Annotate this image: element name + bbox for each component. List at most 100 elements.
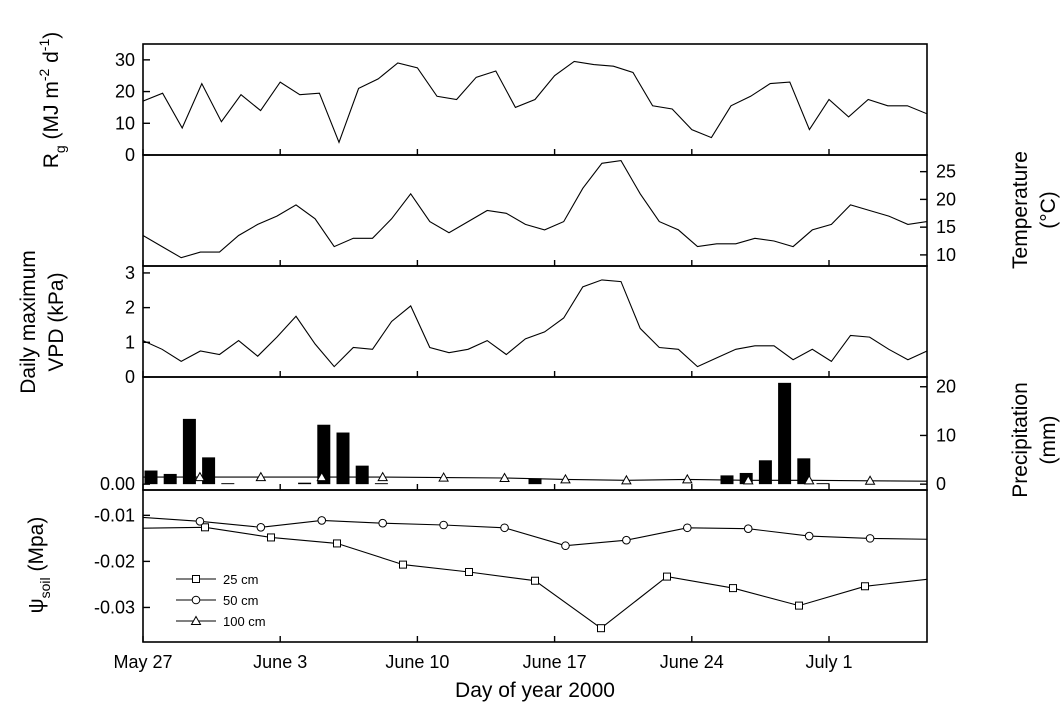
circle-marker	[743, 524, 753, 533]
bar	[758, 460, 772, 485]
y-tick-label: -0.03	[94, 597, 135, 617]
series-line	[143, 279, 927, 368]
square-marker	[465, 567, 473, 576]
panel-frame	[142, 265, 928, 378]
triangle-marker	[621, 474, 632, 485]
legend: 25 cm 50 cm 100 cm	[176, 572, 266, 629]
bar	[221, 483, 235, 485]
y-tick-label: 0	[936, 474, 946, 494]
axis-labels: Rg (MJ m-2 d-1) Temperature (°C) Daily maxi…	[17, 32, 1060, 614]
y-tick-label: 3	[125, 263, 135, 283]
circle-marker	[317, 516, 327, 525]
series-triangle	[143, 471, 927, 485]
panel-frame	[142, 489, 928, 643]
circle-marker	[561, 541, 570, 551]
square-marker	[201, 523, 209, 532]
triangle-marker	[560, 473, 571, 484]
legend-item: 100 cm	[176, 614, 266, 629]
y-tick-label: 30	[115, 50, 135, 70]
bar	[970, 469, 983, 485]
y-tick-label: 0	[125, 145, 135, 165]
series-line	[143, 160, 927, 259]
y-tick-label: 15	[936, 217, 956, 237]
x-tick-label: May 27	[113, 652, 172, 672]
legend-label: 100 cm	[223, 614, 266, 629]
y-label-precipitation-unit: (mm)	[1037, 416, 1060, 465]
bar	[317, 424, 331, 485]
x-axis-label: Day of year 2000	[455, 679, 615, 702]
circle-marker	[865, 534, 875, 543]
triangle-marker	[742, 474, 754, 485]
y-tick-label: 20	[936, 189, 956, 209]
plot-area	[143, 160, 927, 259]
circle-marker	[195, 517, 205, 526]
y-tick-label: -0.02	[94, 551, 135, 571]
bar	[951, 475, 964, 484]
bar	[528, 478, 542, 485]
circle-marker	[191, 595, 201, 605]
x-tick-label: June 10	[385, 652, 449, 672]
y-label-vpd: Daily maximum	[17, 250, 40, 394]
square-marker	[795, 601, 803, 610]
triangle-marker	[864, 475, 876, 485]
panel-psi_soil: -0.01 -0.02 -0.03	[94, 471, 928, 643]
square-marker	[861, 582, 869, 591]
circle-marker	[500, 523, 509, 533]
bar	[797, 458, 811, 485]
circle-marker	[439, 520, 448, 530]
bar	[182, 418, 196, 485]
y-tick-label: 2	[125, 298, 135, 318]
triangle-marker	[255, 471, 267, 482]
square-marker	[267, 533, 275, 542]
bar	[163, 473, 177, 485]
y-tick-label: 10	[936, 245, 956, 265]
y-label-temperature: Temperature	[1009, 151, 1032, 269]
circle-marker	[256, 523, 266, 532]
legend-label: 50 cm	[223, 593, 258, 608]
bar	[355, 465, 369, 485]
y-tick-label: 1	[125, 332, 135, 352]
plot-area	[143, 60, 927, 144]
bar	[989, 457, 1002, 484]
y-tick-label: 20	[115, 82, 135, 102]
square-marker	[333, 539, 341, 548]
triangle-marker	[377, 471, 389, 482]
x-axis: May 27 June 3 June 10 June 17 June 24 July 1 D…	[113, 652, 852, 702]
y-tick-label: 10	[115, 113, 135, 133]
y-tick-label: 0	[125, 367, 135, 387]
plot-area	[143, 471, 927, 633]
triangle-marker	[438, 472, 449, 482]
triangle-marker	[316, 471, 328, 482]
bar	[374, 483, 388, 485]
y-label-psi-soil: ψsoil (Mpa)	[25, 517, 53, 614]
legend-label: 25 cm	[223, 572, 258, 587]
y-label-vpd-unit: VPD (kPa)	[45, 272, 68, 371]
panel-frame	[142, 154, 928, 267]
series-line	[143, 60, 927, 144]
circle-marker	[804, 531, 814, 541]
circle-marker	[622, 535, 631, 545]
series-line	[143, 516, 927, 547]
panel-temperature: 10 15 20 25	[142, 154, 956, 267]
y-label-precipitation: Precipitation	[1009, 382, 1032, 498]
panel-precipitation: 0 10 20 0.00	[100, 376, 1002, 494]
legend-item: 25 cm	[176, 572, 258, 587]
bar	[336, 432, 350, 485]
triangle-marker	[499, 472, 510, 483]
triangle-marker	[681, 473, 693, 484]
legend-item: 50 cm	[176, 593, 258, 608]
series-square	[143, 523, 927, 633]
series-line	[143, 476, 927, 482]
y-tick-label: -0.01	[94, 505, 135, 525]
square-marker	[597, 624, 605, 633]
panel-vpd: 0 1 2 3	[125, 263, 928, 387]
square-marker	[399, 560, 407, 569]
x-tick-label: July 1	[805, 652, 852, 672]
plot-area	[143, 279, 927, 368]
bar	[298, 482, 312, 485]
y-tick-label: 10	[936, 425, 956, 445]
circle-marker	[683, 523, 692, 533]
bar	[816, 483, 830, 485]
square-marker	[531, 576, 539, 585]
